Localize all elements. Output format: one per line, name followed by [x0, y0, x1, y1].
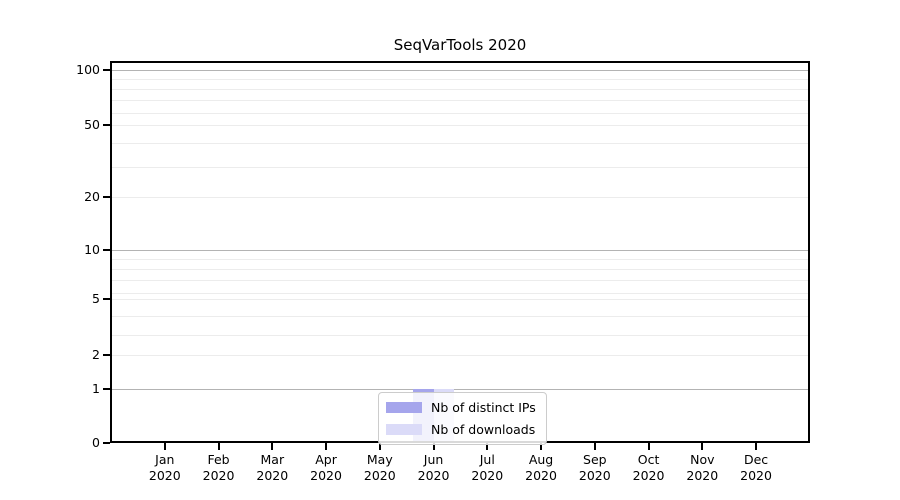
gridline-minor	[111, 259, 809, 260]
gridline-major	[111, 389, 809, 390]
y-tick-label: 0	[92, 435, 100, 450]
gridline-minor	[111, 335, 809, 336]
y-tick-label: 1	[92, 381, 100, 396]
legend-item-downloads: Nb of downloads	[386, 420, 536, 439]
gridline-minor	[111, 100, 809, 101]
plot-frame	[110, 61, 810, 443]
gridline-minor	[111, 113, 809, 114]
x-tick-label: Dec 2020	[740, 452, 772, 483]
y-tick	[103, 249, 110, 251]
y-tick	[103, 196, 110, 198]
x-tick-label: Feb 2020	[202, 452, 235, 483]
gridline-minor	[111, 89, 809, 90]
x-tick-label: Sep 2020	[578, 452, 611, 483]
y-tick	[103, 69, 110, 71]
gridline-major	[111, 70, 809, 71]
gridline-minor	[111, 316, 809, 317]
x-tick	[486, 443, 489, 450]
x-tick	[755, 443, 758, 450]
gridline-minor	[111, 79, 809, 80]
legend-label-downloads: Nb of downloads	[431, 422, 536, 437]
gridline-minor	[111, 269, 809, 270]
legend-swatch-downloads	[386, 424, 422, 435]
x-tick-label: May 2020	[363, 452, 396, 483]
y-tick-label: 100	[76, 62, 100, 77]
x-tick	[378, 443, 381, 450]
y-tick-label: 20	[84, 189, 100, 204]
x-tick-label: Mar 2020	[256, 452, 289, 483]
x-tick-label: Jul 2020	[471, 452, 504, 483]
y-tick	[103, 442, 110, 444]
x-tick	[325, 443, 328, 450]
gridline-minor	[111, 167, 809, 168]
x-tick	[163, 443, 166, 450]
gridline-minor	[111, 143, 809, 144]
gridline-major	[111, 250, 809, 251]
x-tick	[593, 443, 596, 450]
x-tick	[271, 443, 274, 450]
y-tick-label: 2	[92, 347, 100, 362]
x-tick	[647, 443, 650, 450]
x-tick-label: Aug 2020	[525, 452, 557, 483]
x-tick	[432, 443, 435, 450]
y-tick	[103, 124, 110, 126]
x-tick-label: Jan 2020	[148, 452, 181, 483]
x-tick-label: Jun 2020	[417, 452, 450, 483]
x-tick	[217, 443, 220, 450]
x-tick-label: Nov 2020	[686, 452, 719, 483]
gridline-minor	[111, 355, 809, 356]
y-tick-label: 10	[84, 242, 100, 257]
x-tick	[701, 443, 704, 450]
y-tick-label: 5	[92, 291, 100, 306]
y-tick	[103, 298, 110, 300]
chart-title: SeqVarTools 2020	[393, 36, 527, 54]
y-tick	[103, 354, 110, 356]
legend: Nb of distinct IPs Nb of downloads	[378, 392, 547, 445]
y-tick-label: 50	[84, 117, 100, 132]
legend-swatch-distinct-ips	[386, 402, 422, 413]
gridline-minor	[111, 280, 809, 281]
gridline-minor	[111, 125, 809, 126]
x-tick	[540, 443, 543, 450]
x-tick-label: Oct 2020	[632, 452, 665, 483]
gridline-minor	[111, 293, 809, 294]
legend-item-distinct-ips: Nb of distinct IPs	[386, 398, 536, 417]
y-tick	[103, 388, 110, 390]
legend-label-distinct-ips: Nb of distinct IPs	[431, 400, 536, 415]
x-tick-label: Apr 2020	[310, 452, 342, 483]
gridline-minor	[111, 299, 809, 300]
gridline-minor	[111, 197, 809, 198]
